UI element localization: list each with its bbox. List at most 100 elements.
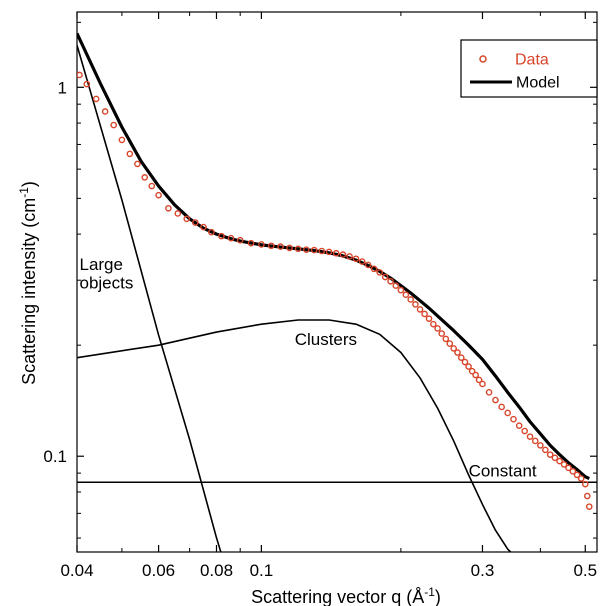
data-point <box>376 269 383 276</box>
y-tick-label-1: 1 <box>58 78 67 97</box>
data-point <box>573 471 581 479</box>
data-point <box>569 468 577 475</box>
data-point <box>565 464 572 472</box>
data-point <box>392 282 400 289</box>
data-point <box>200 223 207 231</box>
data-point <box>402 291 410 299</box>
x-tick-label-3: 0.1 <box>250 561 274 580</box>
data-point <box>346 253 353 260</box>
data-point <box>492 396 499 404</box>
data-point <box>475 376 483 384</box>
legend-box <box>460 39 598 98</box>
data-point <box>515 422 523 429</box>
data-point <box>83 80 91 88</box>
data-point <box>457 354 465 361</box>
data-point <box>546 451 554 458</box>
x-axis-label: Scattering vector q (Å-1) <box>251 585 441 606</box>
axis-ticks: 0.04 0.06 0.08 0.1 0.3 0.5 0.1 1 <box>43 12 597 580</box>
data-point <box>155 191 162 199</box>
data-point <box>454 349 461 356</box>
data-point <box>77 71 83 79</box>
data-point <box>141 174 149 181</box>
annotation-clusters: Clusters <box>295 330 357 349</box>
data-point <box>472 371 479 379</box>
data-point <box>277 243 284 250</box>
data-point <box>542 446 549 454</box>
data-point <box>465 363 472 370</box>
x-tick-label-0: 0.04 <box>60 561 93 580</box>
y-axis-label: Scattering intensity (cm-1) <box>17 181 39 385</box>
data-point <box>191 219 199 226</box>
data-point <box>556 457 563 465</box>
data-point <box>387 277 394 285</box>
plot-border <box>76 11 598 553</box>
data-point <box>430 320 437 328</box>
data-point <box>364 261 372 269</box>
data-point <box>227 234 235 242</box>
data-point <box>442 335 450 343</box>
data-point <box>318 247 326 255</box>
data-point <box>479 380 486 388</box>
data-point <box>208 228 215 236</box>
component-line-large-objects <box>77 45 222 552</box>
data-point <box>485 389 493 396</box>
legend-data-marker <box>479 55 487 63</box>
data-point <box>521 427 528 435</box>
data-point <box>381 273 389 281</box>
data-point <box>325 248 333 256</box>
data-point <box>450 345 457 352</box>
x-tick-label-4: 0.3 <box>471 561 495 580</box>
data-point <box>370 265 378 273</box>
x-tick-label-2: 0.08 <box>200 561 233 580</box>
plot-frame <box>76 11 598 553</box>
data-points <box>77 71 593 510</box>
data-point <box>247 239 255 247</box>
legend-data-label: Data <box>515 52 549 69</box>
data-point <box>236 236 244 244</box>
data-point <box>352 255 360 263</box>
data-point <box>358 258 366 265</box>
data-point <box>310 246 318 254</box>
data-point <box>416 306 424 313</box>
data-point <box>468 367 476 375</box>
data-point <box>421 310 428 318</box>
data-point <box>183 215 191 223</box>
data-point <box>537 442 544 449</box>
x-tick-label-1: 0.06 <box>142 561 175 580</box>
data-point <box>531 437 539 445</box>
data-point <box>526 433 534 440</box>
data-point <box>461 358 469 366</box>
data-point <box>412 301 419 308</box>
data-point <box>101 108 109 115</box>
data-point <box>581 480 589 488</box>
data-point <box>134 160 141 168</box>
annotations: Large objects Clusters Constant <box>79 255 536 481</box>
data-point <box>446 340 454 347</box>
data-point <box>434 325 441 332</box>
data-point <box>148 182 156 190</box>
data-point <box>407 296 415 303</box>
data-point <box>498 403 505 411</box>
data-point <box>339 251 347 258</box>
annotation-large: Large <box>79 255 122 274</box>
data-point <box>165 204 172 212</box>
data-point <box>425 315 433 322</box>
data-point <box>560 461 568 468</box>
data-point <box>267 242 275 250</box>
data-point <box>504 409 511 417</box>
data-point <box>551 454 559 462</box>
data-point <box>110 121 117 129</box>
data-point <box>286 244 293 252</box>
data-point <box>510 415 517 423</box>
data-point <box>585 503 593 510</box>
data-point <box>583 492 591 500</box>
data-point <box>302 246 310 253</box>
x-tick-label-5: 0.5 <box>573 561 597 580</box>
data-point <box>438 330 446 337</box>
data-point <box>332 249 340 257</box>
annotation-constant: Constant <box>469 462 537 481</box>
legend-model-label: Model <box>516 75 560 92</box>
data-point <box>218 232 225 240</box>
data-point <box>397 286 405 294</box>
